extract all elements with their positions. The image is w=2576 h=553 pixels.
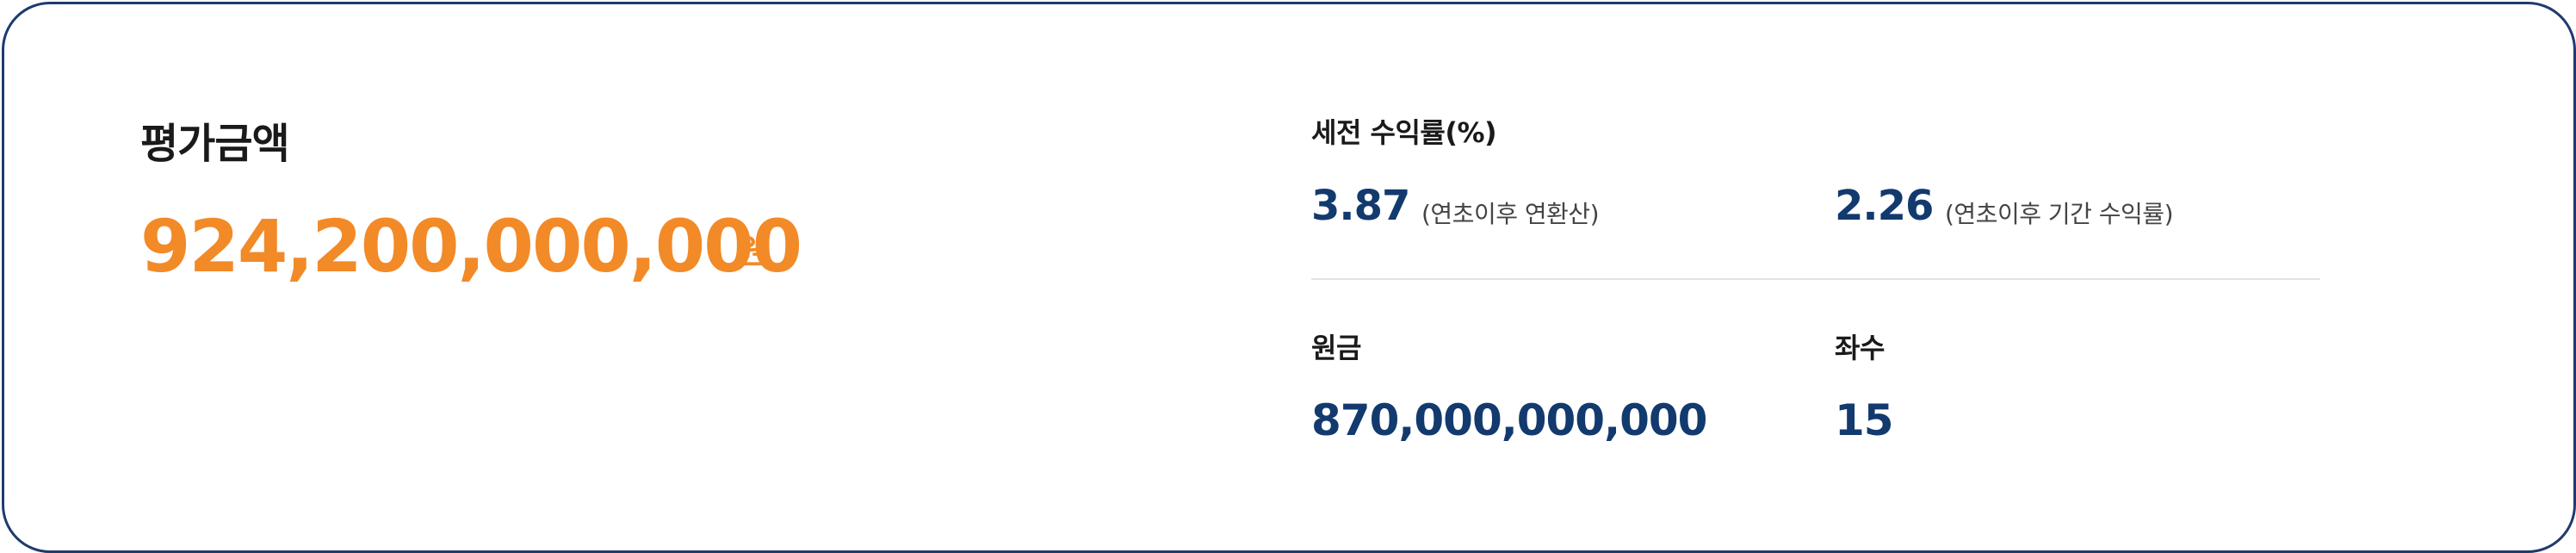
pretax-return-label: 세전 수익률(%) [1311,116,1497,149]
period-return-value: 2.26 [1835,182,1934,230]
units-count-label: 좌수 [1835,332,1885,364]
units-count-value: 15 [1835,395,1894,445]
period-return-note: (연초이후 기간 수익률) [1945,200,2174,228]
evaluation-label: 평가금액 [140,120,290,168]
section-divider [1311,278,2320,280]
annualized-return-note: (연초이후 연환산) [1421,200,1600,228]
evaluation-value: 924,200,000,000 [140,204,802,289]
evaluation-unit: 원 [736,233,766,270]
principal-value: 870,000,000,000 [1311,395,1707,445]
annualized-return-value: 3.87 [1311,182,1410,230]
principal-label: 원금 [1311,332,1361,364]
